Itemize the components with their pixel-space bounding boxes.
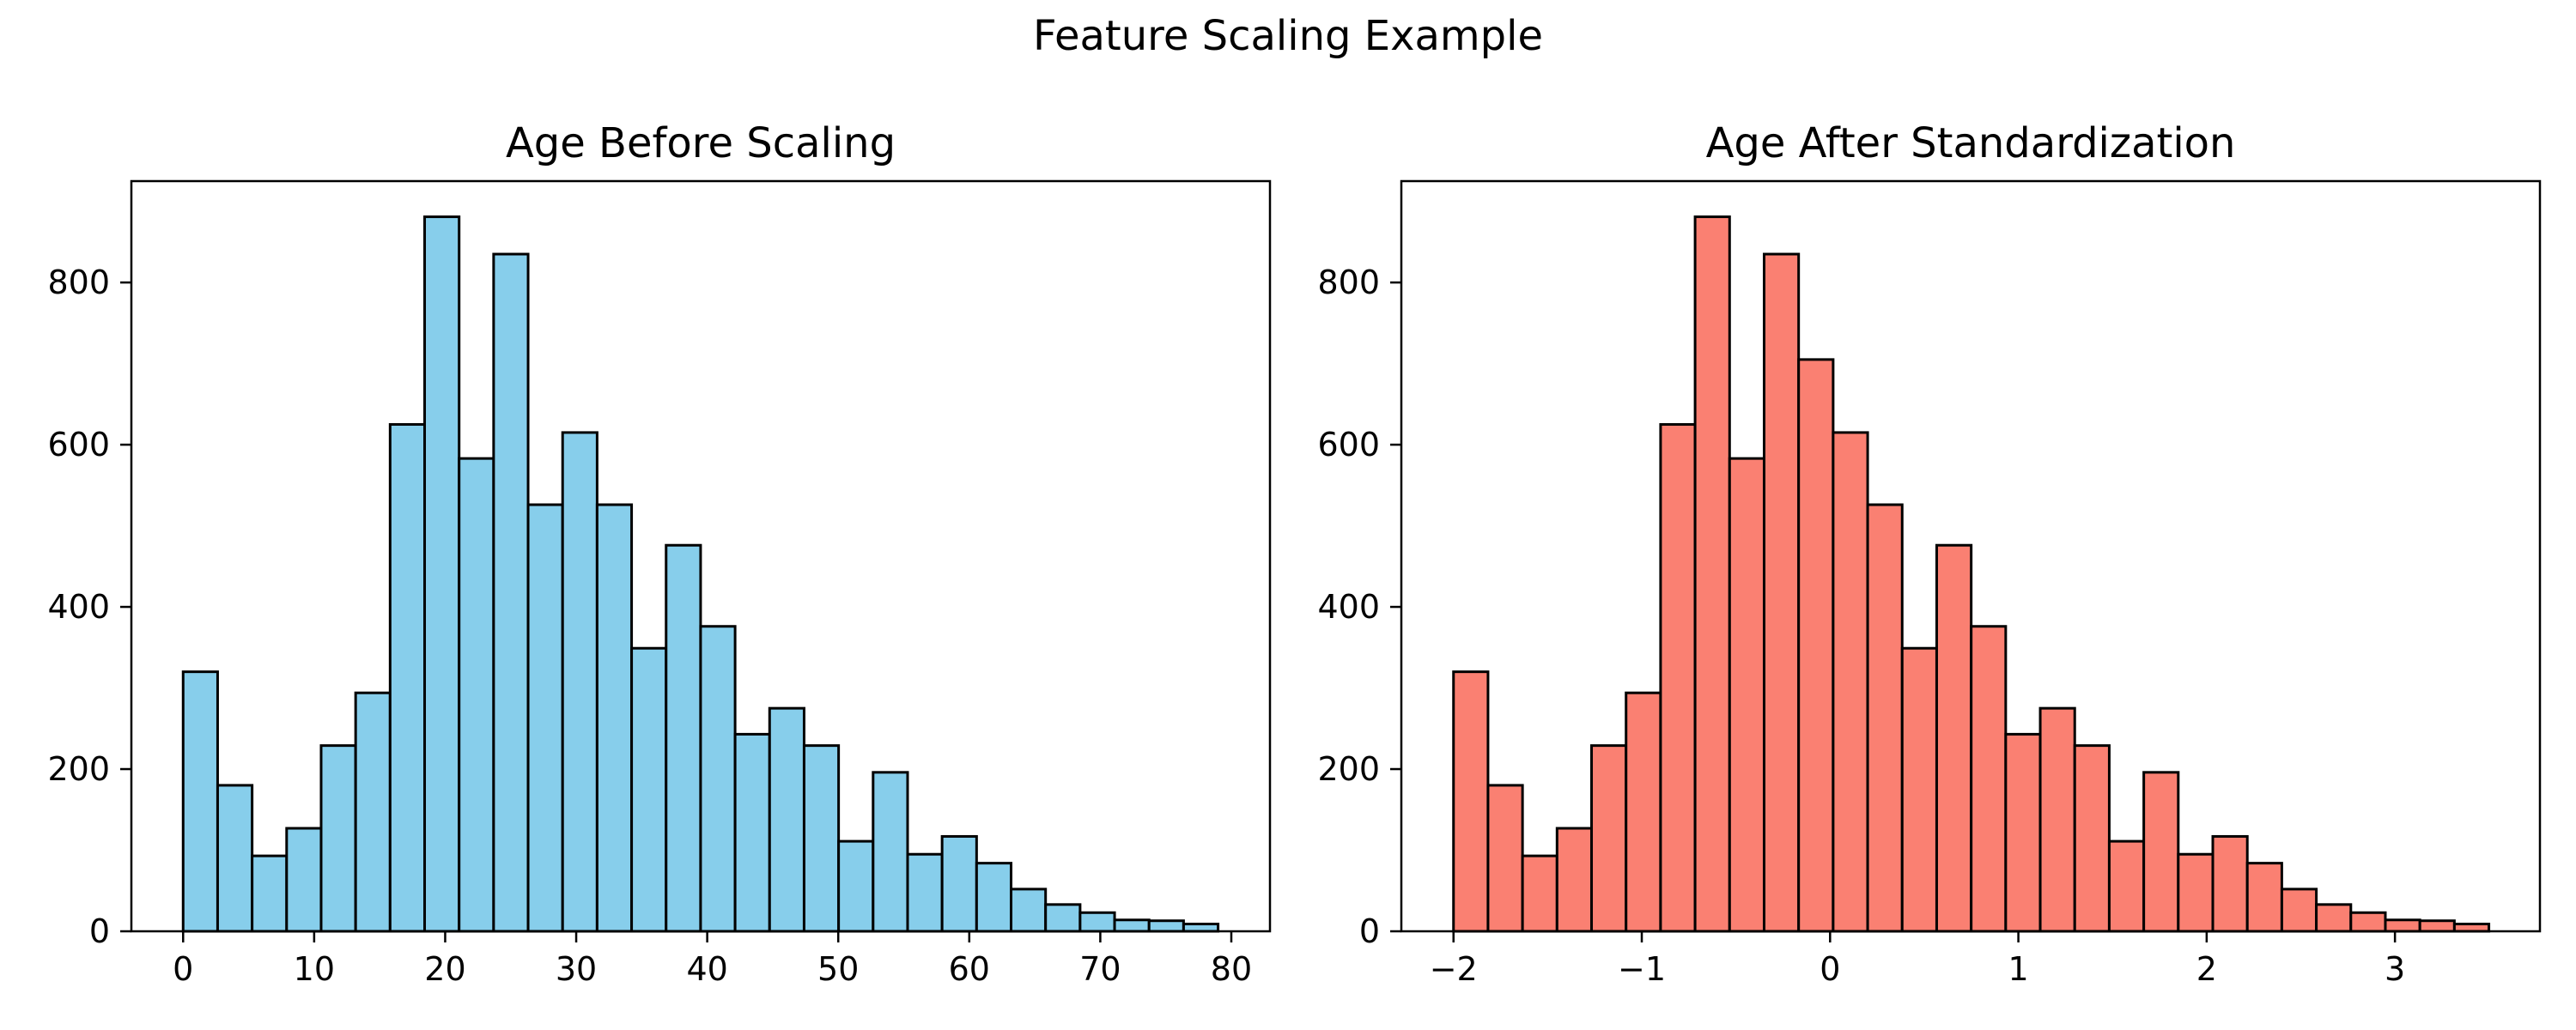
histogram-bar (216, 784, 254, 933)
histogram-bar (2211, 834, 2249, 933)
histogram-bar (1113, 918, 1151, 933)
histogram-bar (1659, 422, 1697, 933)
bars (1452, 215, 2491, 933)
x-tick-label: 60 (949, 950, 990, 988)
histogram-bar (319, 744, 357, 933)
histogram-bar (1866, 503, 1904, 933)
histogram-bar (940, 834, 978, 933)
y-tick-label: 800 (47, 264, 110, 301)
histogram-bar (2004, 732, 2042, 933)
histogram-bar (1555, 827, 1594, 933)
x-tick-label: 0 (1820, 950, 1840, 988)
x-tick-label: −1 (1618, 950, 1666, 988)
histogram-bar (1452, 670, 1490, 933)
histogram-bar (526, 503, 564, 933)
y-tick-label: 600 (47, 426, 110, 464)
histogram-bar (1010, 888, 1048, 933)
y-tick-label: 400 (47, 588, 110, 626)
x-axis: −2 −1 0 1 2 3 (1430, 931, 2405, 988)
x-tick-label: 70 (1079, 950, 1121, 988)
x-tick-label: 3 (2385, 950, 2405, 988)
x-tick-label: 0 (173, 950, 193, 988)
histogram-bar (872, 771, 909, 933)
histogram-bar (354, 691, 392, 933)
histogram-bar (1900, 646, 1938, 933)
x-tick-label: 80 (1211, 950, 1252, 988)
histogram-bar (2452, 923, 2491, 933)
panel-title: Age Before Scaling (506, 119, 896, 167)
figure-title: Feature Scaling Example (1033, 12, 1543, 60)
y-axis: 0 200 400 600 800 (47, 264, 131, 950)
histogram-bar (2073, 744, 2111, 933)
histogram-bar (2177, 852, 2215, 933)
histogram-bar (802, 744, 841, 933)
histogram-bar (1521, 854, 1558, 933)
y-tick-label: 0 (1359, 912, 1380, 950)
histogram-bar (2107, 839, 2146, 933)
histogram-bar (837, 839, 875, 933)
histogram-bar (492, 252, 530, 933)
histogram-bar (906, 852, 944, 933)
histogram-bar (2280, 888, 2318, 933)
histogram-bar (2418, 919, 2456, 933)
histogram-bar (285, 827, 323, 933)
x-axis: 0 10 20 30 40 50 60 70 80 (173, 931, 1252, 988)
histogram-bar (1147, 919, 1185, 933)
histogram-bar (733, 732, 771, 933)
x-tick-label: 20 (424, 950, 465, 988)
panel-title: Age After Standardization (1706, 119, 2236, 167)
histogram-bar (665, 543, 702, 933)
histogram-bar (630, 646, 668, 933)
histogram-age-before-scaling: Age Before Scaling 0 10 20 30 40 50 60 70 80 0 20… (47, 119, 1272, 988)
x-tick-label: 50 (817, 950, 859, 988)
histogram-bar (1970, 625, 2008, 933)
histogram-bar (458, 457, 495, 933)
histogram-bar (1693, 215, 1731, 933)
x-tick-label: 40 (686, 950, 727, 988)
x-tick-label: 2 (2196, 950, 2217, 988)
histogram-bar (1182, 923, 1220, 933)
histogram-bar (2384, 918, 2421, 933)
axes-frame (130, 179, 1272, 933)
histogram-bar (699, 625, 737, 933)
histogram-bar (975, 862, 1013, 933)
histogram-bar (2349, 911, 2387, 933)
histogram-bar (1044, 903, 1082, 933)
histogram-bar (1762, 252, 1801, 933)
histogram-bar (2245, 862, 2283, 933)
histogram-bar (2315, 903, 2353, 933)
histogram-bar (1728, 457, 1765, 933)
y-tick-label: 600 (1317, 426, 1380, 464)
histogram-bar (1832, 431, 1869, 933)
histogram-bar (1935, 543, 1973, 933)
histogram-bar (595, 503, 634, 933)
y-tick-label: 200 (1317, 750, 1380, 788)
x-tick-label: 1 (2008, 950, 2028, 988)
histogram-bar (1625, 691, 1662, 933)
histogram-bar (2038, 706, 2076, 933)
histogram-bar (388, 422, 427, 933)
histogram-bar (181, 670, 219, 933)
histogram-bar (1486, 784, 1524, 933)
histogram-bar (251, 854, 289, 933)
histogram-bar (561, 431, 598, 933)
y-tick-label: 800 (1317, 264, 1380, 301)
y-tick-label: 0 (89, 912, 110, 950)
histogram-bar (768, 706, 805, 933)
bars (181, 215, 1220, 933)
histogram-bar (1078, 911, 1116, 933)
x-tick-label: 30 (556, 950, 597, 988)
y-tick-label: 400 (1317, 588, 1380, 626)
y-tick-label: 200 (47, 750, 110, 788)
axes-frame (1400, 179, 2542, 933)
histogram-bar (1590, 744, 1628, 933)
x-tick-label: 10 (294, 950, 335, 988)
histogram-bar (2142, 771, 2180, 933)
histogram-age-after-standardization: Age After Standardization −2 −1 0 1 2 3 0 200 4… (1317, 119, 2542, 988)
x-tick-label: −2 (1430, 950, 1478, 988)
histogram-bar (423, 215, 461, 933)
y-axis: 0 200 400 600 800 (1317, 264, 1401, 950)
histogram-bar (1797, 358, 1835, 933)
